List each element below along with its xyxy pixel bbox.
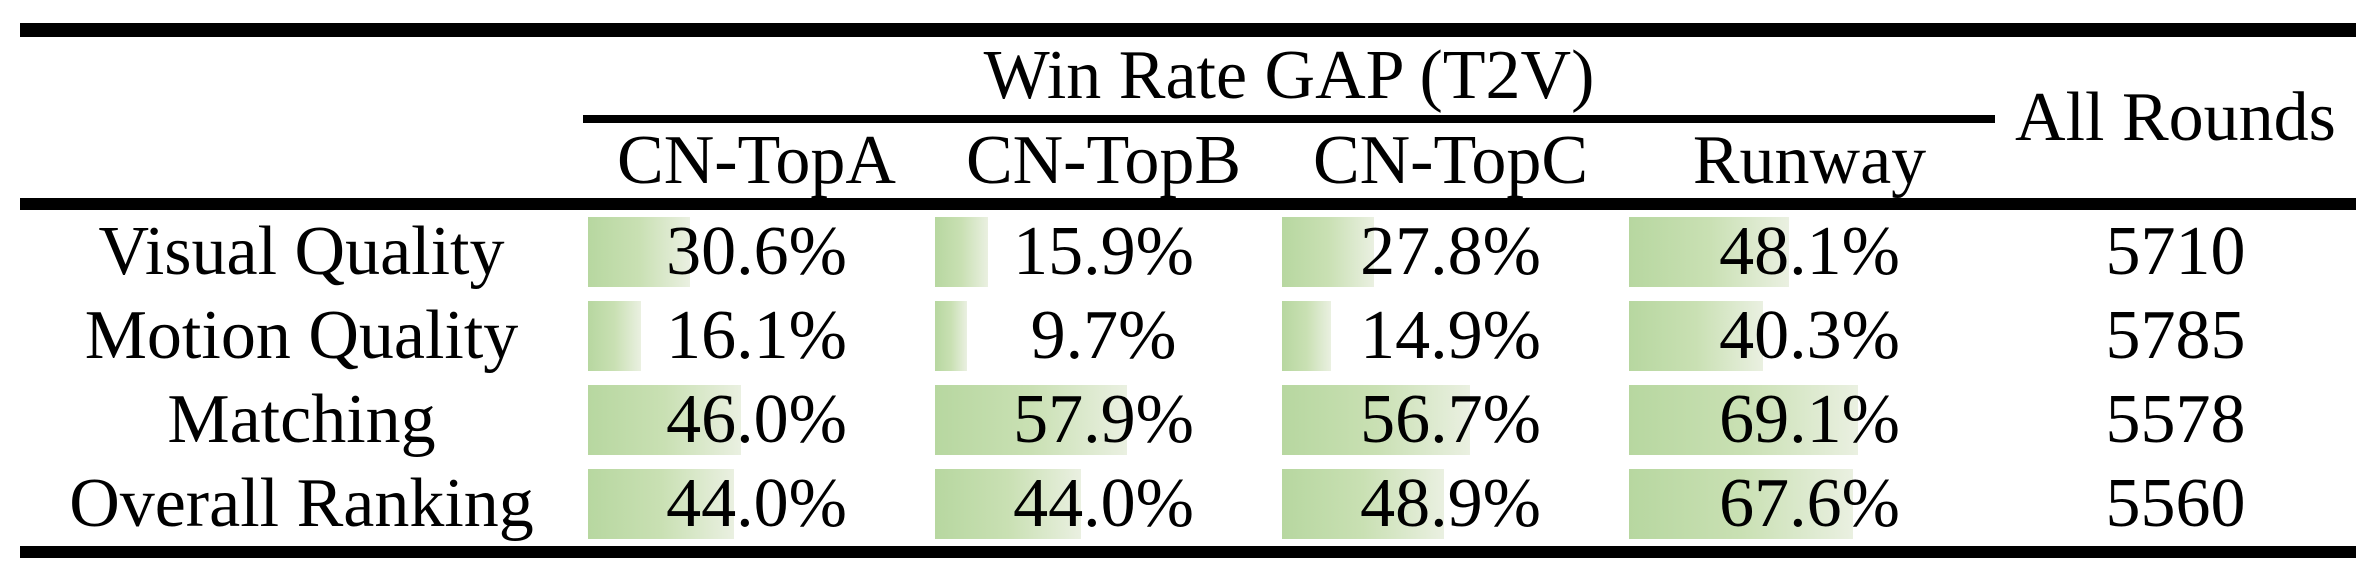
data-bar-track bbox=[1282, 385, 1614, 455]
percent-value: 14.9% bbox=[1360, 297, 1541, 374]
percent-value: 69.1% bbox=[1719, 381, 1900, 458]
win-rate-table: Win Rate GAP (T2V) All Rounds CN-TopA CN… bbox=[20, 23, 2356, 558]
percent-value: 30.6% bbox=[666, 213, 847, 290]
all-rounds-value: 5578 bbox=[2105, 381, 2246, 458]
data-bar bbox=[1629, 385, 1859, 455]
percent-value: 44.0% bbox=[666, 465, 847, 542]
table-cell: 30.6% bbox=[583, 210, 930, 294]
data-bar bbox=[935, 301, 968, 371]
all-rounds-value: 5560 bbox=[2105, 465, 2246, 542]
column-header-cn-topa: CN-TopA bbox=[617, 121, 896, 199]
percent-value: 27.8% bbox=[1360, 213, 1541, 290]
table-cell: 44.0% bbox=[930, 462, 1277, 546]
data-bar bbox=[588, 469, 735, 539]
percent-value: 46.0% bbox=[666, 381, 847, 458]
row-label-matching: Matching bbox=[167, 381, 436, 458]
row-label-motion-quality: Motion Quality bbox=[84, 297, 519, 374]
table-cell: 46.0% bbox=[583, 378, 930, 462]
data-bar-track bbox=[1629, 469, 1961, 539]
column-header-runway: Runway bbox=[1692, 121, 1927, 199]
row-label-visual-quality: Visual Quality bbox=[98, 213, 505, 290]
percent-value: 15.9% bbox=[1013, 213, 1194, 290]
data-bar-track bbox=[1629, 385, 1961, 455]
percent-value: 67.6% bbox=[1719, 465, 1900, 542]
data-bar-track bbox=[588, 469, 920, 539]
data-bar-track bbox=[588, 217, 920, 287]
table-cell: 9.7% bbox=[930, 294, 1277, 378]
bottom-rule bbox=[20, 546, 2356, 558]
data-bar bbox=[1629, 217, 1789, 287]
data-bar bbox=[588, 301, 642, 371]
percent-value: 57.9% bbox=[1013, 381, 1194, 458]
table-cell: 48.1% bbox=[1624, 210, 1995, 294]
data-bar bbox=[1629, 301, 1763, 371]
data-bar-track bbox=[588, 385, 920, 455]
table-cell: 27.8% bbox=[1277, 210, 1624, 294]
percent-value: 44.0% bbox=[1013, 465, 1194, 542]
data-bar-track bbox=[588, 301, 920, 371]
data-bar-track bbox=[1282, 469, 1614, 539]
data-bar bbox=[1282, 469, 1445, 539]
table-cell: 40.3% bbox=[1624, 294, 1995, 378]
data-bar bbox=[935, 469, 1082, 539]
data-bar bbox=[588, 217, 690, 287]
percent-value: 48.9% bbox=[1360, 465, 1541, 542]
column-header-cn-topc: CN-TopC bbox=[1312, 121, 1589, 199]
table-cell: 14.9% bbox=[1277, 294, 1624, 378]
data-bar bbox=[1629, 469, 1854, 539]
data-bar-track bbox=[935, 385, 1267, 455]
table-cell: 15.9% bbox=[930, 210, 1277, 294]
data-bar bbox=[1282, 217, 1375, 287]
row-label-overall-ranking: Overall Ranking bbox=[69, 465, 534, 542]
table-cell: 16.1% bbox=[583, 294, 930, 378]
data-bar-track bbox=[935, 469, 1267, 539]
all-rounds-value: 5785 bbox=[2105, 297, 2246, 374]
data-bar bbox=[935, 385, 1128, 455]
data-bar-track bbox=[1282, 217, 1614, 287]
all-rounds-value: 5710 bbox=[2105, 213, 2246, 290]
percent-value: 16.1% bbox=[666, 297, 847, 374]
table-cell: 48.9% bbox=[1277, 462, 1624, 546]
column-header-cn-topb: CN-TopB bbox=[965, 121, 1242, 199]
percent-value: 48.1% bbox=[1719, 213, 1900, 290]
column-header-all-rounds: All Rounds bbox=[2015, 78, 2336, 156]
table-cell: 56.7% bbox=[1277, 378, 1624, 462]
table-cell: 57.9% bbox=[930, 378, 1277, 462]
percent-value: 40.3% bbox=[1719, 297, 1900, 374]
percent-value: 9.7% bbox=[1030, 297, 1177, 374]
data-bar bbox=[935, 217, 988, 287]
data-bar-track bbox=[1629, 217, 1961, 287]
group-header-win-rate-gap: Win Rate GAP (T2V) bbox=[583, 37, 1995, 123]
data-bar bbox=[1282, 301, 1332, 371]
table-cell: 67.6% bbox=[1624, 462, 1995, 546]
table-cell: 44.0% bbox=[583, 462, 930, 546]
table-cell: 69.1% bbox=[1624, 378, 1995, 462]
data-bar-track bbox=[1282, 301, 1614, 371]
header-rule bbox=[20, 198, 2356, 210]
data-bar-track bbox=[1629, 301, 1961, 371]
data-bar-track bbox=[935, 217, 1267, 287]
data-bar bbox=[1282, 385, 1471, 455]
percent-value: 56.7% bbox=[1360, 381, 1541, 458]
data-bar bbox=[588, 385, 741, 455]
data-bar-track bbox=[935, 301, 1267, 371]
top-rule bbox=[20, 23, 2356, 37]
